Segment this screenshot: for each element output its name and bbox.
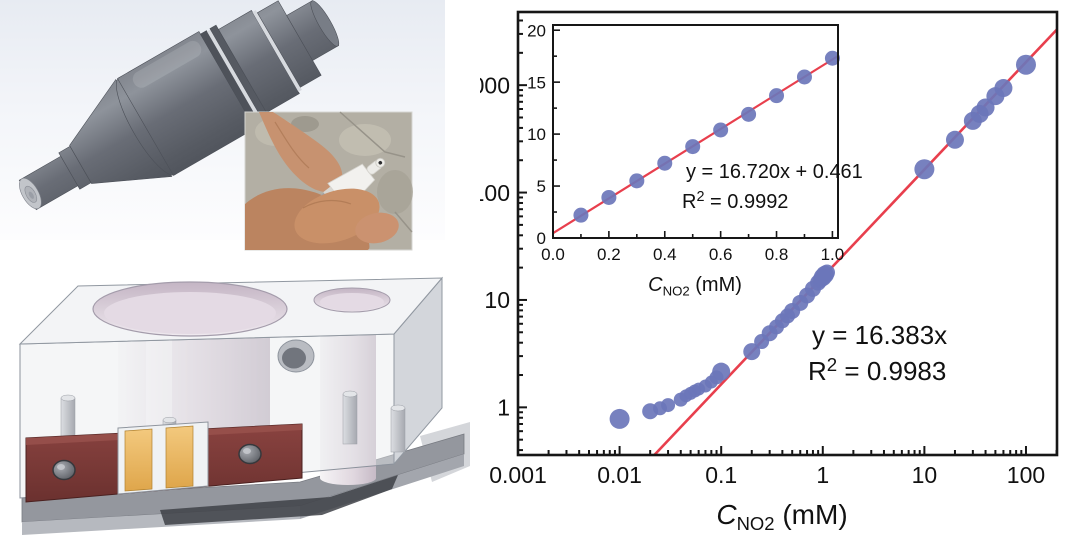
electrode-pcb: [25, 421, 303, 503]
main-y-tick-label: 1: [497, 395, 510, 421]
inset-x-tick-label: 1.0: [821, 245, 845, 264]
main-x-tick-label: 10: [912, 462, 938, 488]
data-point: [796, 69, 812, 85]
inset-y-tick-label: 15: [527, 73, 546, 92]
main-x-tick-label: 0.01: [597, 462, 642, 488]
block-shadow: [160, 475, 398, 525]
small-top-hole: [313, 287, 391, 313]
main-fit-r-squared: R2 = 0.9983: [808, 354, 946, 386]
sensor-probe-body: [18, 0, 340, 211]
probe-tip-hole: [378, 160, 383, 165]
main-plot-frame: [516, 10, 1059, 457]
data-point: [661, 398, 676, 413]
data-point: [769, 88, 785, 104]
inset-fit-r-squared: R2 = 0.9992: [682, 189, 788, 213]
index-finger: [294, 188, 399, 244]
inset-fit-equation: y = 16.720x + 0.461: [686, 161, 863, 183]
data-point: [914, 159, 935, 180]
device-renders-panel: [0, 0, 478, 541]
data-point: [685, 139, 701, 155]
probe-photo-inset: [244, 111, 413, 251]
data-point: [713, 122, 729, 138]
inset-ticks: [552, 29, 834, 239]
side-port-hole: [277, 339, 315, 373]
inset-plot-frame: [552, 24, 839, 239]
inset-y-tick-label: 5: [537, 177, 546, 196]
data-point: [994, 79, 1013, 98]
data-point: [741, 106, 757, 122]
main-fit-equation: y = 16.383x: [812, 320, 947, 350]
data-point: [945, 130, 964, 149]
data-point: [573, 207, 589, 223]
main-scatter-points: [609, 54, 1036, 429]
data-point: [743, 343, 761, 361]
inset-y-tick-label: 20: [527, 21, 546, 40]
inset-x-tick-label: 0.4: [653, 245, 677, 264]
alignment-pins: [60, 390, 406, 453]
data-point: [601, 189, 617, 205]
inset-scatter-points: [573, 50, 840, 223]
flow-cell-cad-render: [0, 256, 478, 541]
sensor-cad-svg: [0, 0, 445, 251]
large-top-hole: [92, 281, 288, 337]
flow-cell-svg: [18, 276, 470, 535]
main-x-tick-label: 0.001: [489, 462, 547, 488]
main-ticks: [517, 19, 1058, 455]
main-y-tick-label: 100: [480, 180, 510, 206]
main-x-tick-label: 1: [816, 462, 829, 488]
inset-x-tick-label: 0.2: [597, 245, 621, 264]
main-x-tick-label: 100: [1007, 462, 1045, 488]
data-point: [1015, 54, 1036, 75]
inset-plot: 0.0 0.2 0.4 0.6 0.8 1.0 0 5 10 15 20 CNO2 (mM) y = 1…: [527, 21, 863, 298]
main-y-tick-label: 10: [484, 287, 510, 313]
screw-right: [238, 443, 262, 465]
sensor-cad-render: [0, 0, 478, 256]
main-x-tick-label: 0.1: [705, 462, 737, 488]
inset-x-tick-label: 0.0: [541, 245, 565, 264]
data-point: [712, 362, 731, 381]
main-x-axis-label: CNO2 (mM): [716, 499, 847, 534]
data-point: [818, 264, 835, 281]
screw-left: [52, 459, 76, 481]
inset-x-tick-label: 0.6: [709, 245, 733, 264]
data-point: [609, 408, 630, 429]
data-point: [629, 173, 645, 189]
concrete-texture: [255, 111, 413, 233]
gold-electrode-chip: [117, 421, 209, 495]
inset-x-axis-label: CNO2 (mM): [648, 274, 742, 298]
inset-y-tick-label: 0: [537, 229, 546, 248]
data-point: [824, 50, 840, 66]
inset-y-tick-label: 10: [527, 125, 546, 144]
data-point: [657, 155, 673, 171]
inset-x-tick-label: 0.8: [765, 245, 789, 264]
